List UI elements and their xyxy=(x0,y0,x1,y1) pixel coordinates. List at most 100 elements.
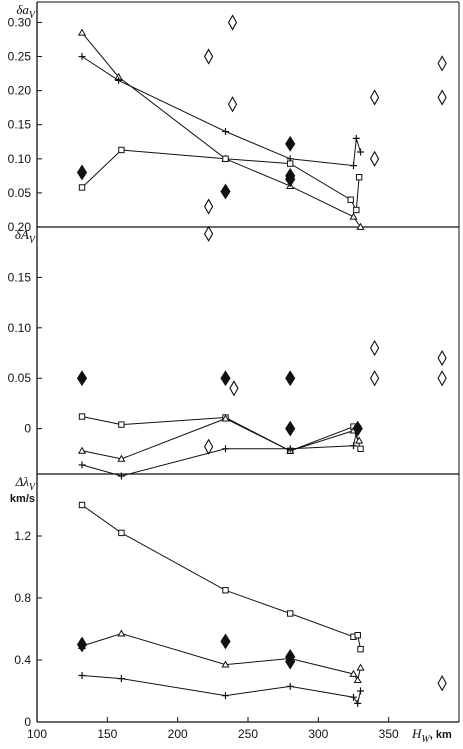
x-tick-label: 100 xyxy=(27,727,47,741)
filled-diamond-marker xyxy=(285,653,296,670)
open-diamond-marker xyxy=(203,198,214,215)
square-marker xyxy=(222,155,229,163)
series-diamond-filled xyxy=(76,135,296,200)
plus-marker xyxy=(286,682,294,690)
y-tick-label: 0.05 xyxy=(8,371,32,385)
filled-diamond-marker xyxy=(285,135,296,152)
plus-marker xyxy=(78,461,86,469)
open-diamond-marker xyxy=(229,380,239,397)
y-axis-title: ΔλV xyxy=(15,474,37,493)
y-tick-label: 0.20 xyxy=(8,220,32,234)
x-tick-label: 350 xyxy=(379,727,399,741)
y-axis-subscript: V xyxy=(29,235,37,246)
open-diamond-marker xyxy=(227,96,238,113)
series-diamond-filled xyxy=(76,633,296,670)
square-marker xyxy=(357,445,364,452)
y-axis-unit: km/s xyxy=(10,493,35,505)
plus-marker xyxy=(350,693,357,701)
x-axis-unit: , km xyxy=(430,729,452,741)
y-axis-symbol: Δλ xyxy=(15,474,30,489)
open-diamond-marker xyxy=(437,370,447,387)
y-tick-label: 1.2 xyxy=(14,529,31,543)
triangle-marker xyxy=(221,414,230,422)
y-axis-symbol: δa xyxy=(16,2,29,17)
y-tick-label: 0.10 xyxy=(8,152,32,166)
y-axis-title: δAV xyxy=(15,227,37,246)
filled-diamond-marker xyxy=(352,420,363,437)
triangle-marker xyxy=(77,446,87,454)
series-diamond-filled xyxy=(76,370,363,437)
y-axis-subscript: V xyxy=(29,482,37,493)
plus-marker xyxy=(350,162,357,170)
triangle-marker xyxy=(349,212,358,220)
square-marker xyxy=(354,632,361,639)
x-axis-title: HW, km xyxy=(411,726,452,745)
open-diamond-marker xyxy=(203,225,214,242)
y-tick-label: 0.25 xyxy=(8,50,32,64)
square-marker xyxy=(287,160,294,167)
filled-diamond-marker xyxy=(285,370,296,387)
open-diamond-marker xyxy=(437,675,447,692)
plus-marker xyxy=(352,134,360,142)
square-marker xyxy=(357,645,364,653)
series-line-plus xyxy=(81,675,361,705)
open-diamond-marker xyxy=(203,48,214,65)
series-plus xyxy=(78,672,365,707)
y-axis-subscript: V xyxy=(29,10,37,21)
open-diamond-marker xyxy=(369,89,380,106)
open-diamond-marker xyxy=(437,349,447,367)
y-axis-symbol: δA xyxy=(15,227,29,242)
filled-diamond-marker xyxy=(220,183,231,200)
square-marker xyxy=(118,421,125,428)
triangle-marker xyxy=(353,675,362,684)
x-tick-label: 200 xyxy=(168,727,188,741)
panels: 0.050.100.150.200.250.30δaV00.050.100.15… xyxy=(8,1,460,729)
open-diamond-marker xyxy=(369,150,380,167)
x-tick-label: 150 xyxy=(97,727,117,741)
open-diamond-marker xyxy=(227,14,238,31)
plus-marker xyxy=(357,148,365,156)
open-diamond-marker xyxy=(437,89,447,106)
series-square xyxy=(78,501,364,653)
plus-marker xyxy=(221,692,229,700)
triangle-marker xyxy=(77,28,87,36)
filled-diamond-marker xyxy=(285,167,296,184)
x-axis-symbol: H xyxy=(411,726,422,741)
triangle-marker xyxy=(117,629,126,637)
plus-marker xyxy=(357,687,365,695)
y-tick-label: 0 xyxy=(24,715,31,729)
series-square xyxy=(78,146,363,214)
triangle-marker xyxy=(356,663,365,671)
plus-marker xyxy=(221,445,229,453)
square-marker xyxy=(353,206,360,214)
y-tick-label: 0.8 xyxy=(14,591,31,605)
square-marker xyxy=(118,529,125,537)
series-plus xyxy=(78,422,362,480)
filled-diamond-marker xyxy=(285,420,296,437)
filled-diamond-marker xyxy=(220,370,231,387)
series-line-plus xyxy=(81,425,359,477)
triangle-marker xyxy=(356,222,365,230)
series-diamond-open xyxy=(437,675,447,692)
square-marker xyxy=(347,196,354,203)
plus-marker xyxy=(115,76,123,84)
filled-diamond-marker xyxy=(76,164,88,181)
series-line-square xyxy=(81,504,361,650)
x-tick-label: 250 xyxy=(238,727,258,741)
filled-diamond-marker xyxy=(76,636,88,653)
filled-diamond-marker xyxy=(76,370,88,387)
series-line-square xyxy=(81,149,360,212)
y-tick-label: 0.15 xyxy=(8,270,32,284)
y-tick-label: 0.30 xyxy=(8,15,32,29)
open-diamond-marker xyxy=(437,55,447,72)
square-marker xyxy=(222,587,229,594)
square-marker xyxy=(78,184,86,191)
series-diamond-open xyxy=(203,14,447,242)
triangle-marker xyxy=(349,669,358,677)
plus-marker xyxy=(286,445,294,453)
series-triangle xyxy=(77,629,365,684)
square-marker xyxy=(118,146,125,154)
plus-marker xyxy=(117,472,125,480)
